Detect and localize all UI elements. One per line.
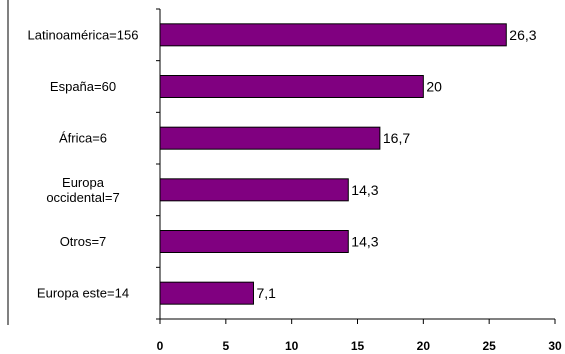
x-tick-label-3: 15 (351, 339, 365, 353)
axes-layer: 0 5 10 15 20 25 30 (156, 8, 562, 353)
category-label-line: occidental=7 (46, 190, 119, 205)
category-label-2: África=6 (59, 131, 107, 146)
value-label-4: 14,3 (351, 234, 378, 250)
category-label-line: Europa (62, 175, 105, 190)
x-tick-label-1: 5 (222, 339, 229, 353)
x-tick-label-0: 0 (157, 339, 164, 353)
x-tick-label-5: 25 (482, 339, 496, 353)
labels-layer: 26,3 Latinoamérica=156 20 España=60 16,7 Áfri… (28, 27, 537, 301)
category-label-line: Europa este=14 (37, 286, 129, 301)
value-label-2: 16,7 (383, 130, 410, 146)
category-label-line: España=60 (50, 79, 116, 94)
x-tick-label-6: 30 (548, 339, 562, 353)
bar-1 (159, 75, 424, 98)
category-label-3: Europa occidental=7 (46, 175, 119, 205)
value-label-0: 26,3 (509, 27, 536, 43)
bar-5 (159, 281, 254, 305)
bar-0 (159, 23, 507, 47)
category-label-1: España=60 (50, 79, 116, 94)
category-label-4: Otros=7 (60, 234, 107, 249)
bar-3 (159, 178, 349, 202)
category-label-line: Latinoamérica=156 (28, 27, 139, 42)
value-label-1: 20 (426, 79, 442, 95)
bar-4 (159, 230, 349, 253)
value-label-5: 7,1 (256, 285, 276, 301)
category-label-5: Europa este=14 (37, 286, 129, 301)
x-tick-label-4: 20 (417, 339, 431, 353)
category-label-line: África=6 (59, 131, 107, 146)
x-tick-label-2: 10 (285, 339, 299, 353)
category-label-line: Otros=7 (60, 234, 107, 249)
value-label-3: 14,3 (351, 182, 378, 198)
category-label-0: Latinoamérica=156 (28, 27, 139, 42)
bars-layer (159, 23, 507, 305)
bar-2 (159, 126, 381, 150)
